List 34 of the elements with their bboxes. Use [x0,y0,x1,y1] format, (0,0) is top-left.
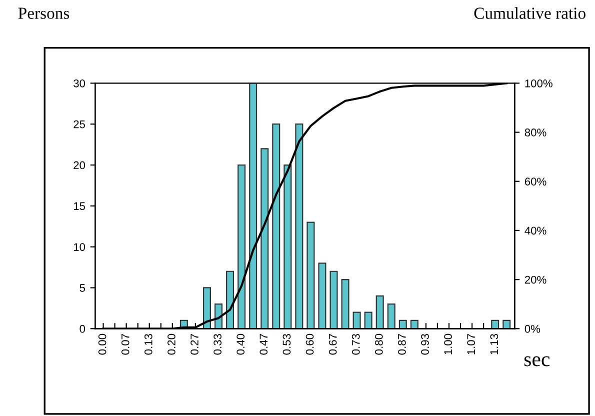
x-tick-label: 0.80 [374,334,383,355]
y-tick-label: 25 [74,120,86,128]
x-tick-label: 0.20 [168,334,176,355]
x-tick-label: 0.27 [190,334,198,355]
x-tick-label: 0.00 [98,334,106,355]
x-tick-label: 0.87 [398,334,406,355]
y2-tick-label: 80% [524,128,546,136]
x-tick-label: 0.60 [306,334,314,355]
y-tick-label: 10 [74,243,86,251]
x-tick-label: 0.40 [236,334,245,355]
x-tick-label: 0.73 [352,334,360,355]
x-tick-label: 1.00 [444,334,452,354]
x-tick-label: 1.07 [467,334,476,354]
y2-tick-label: 100% [525,79,552,88]
y2-tick-label: 60% [524,178,546,186]
x-tick-label: 0.53 [282,334,291,355]
y-tick-label: 20 [74,161,86,170]
y2-axis-title: Cumulative ratio [474,7,586,19]
y-tick-label: 15 [74,202,86,210]
y-axis-title: Persons [18,8,70,19]
x-tick-label: 0.13 [144,334,152,355]
y-tick-label: 0 [80,324,86,333]
y-tick-label: 30 [74,79,86,88]
x-tick-label: 0.67 [328,334,337,355]
x-tick-label: 0.33 [214,334,222,355]
y-tick-label: 5 [80,284,86,292]
x-tick-label: 0.07 [121,334,130,355]
x-tick-label: 0.93 [421,334,429,355]
x-axis-title: sec [524,356,550,366]
y2-tick-label: 40% [524,226,546,235]
x-tick-label: 0.47 [260,334,268,355]
y2-tick-label: 20% [524,276,546,284]
y2-tick-label: 0% [524,324,540,333]
x-tick-label: 1.13 [490,334,498,354]
